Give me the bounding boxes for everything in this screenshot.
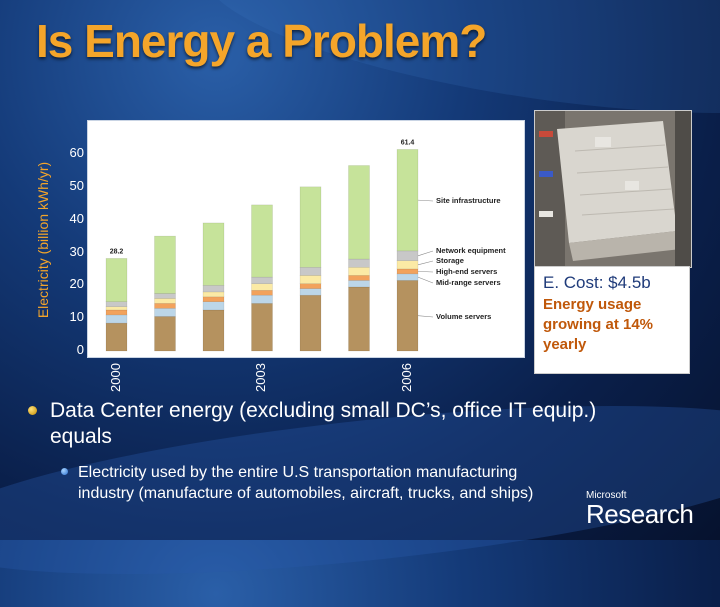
legend-leader-line xyxy=(417,199,434,202)
bar-2004-volume-servers xyxy=(299,294,322,352)
bar-2000-high-end-servers xyxy=(105,309,128,316)
bar-2005-site-infrastructure xyxy=(348,165,370,260)
legend-leader-line xyxy=(417,250,434,257)
bar-2004-site-infrastructure xyxy=(299,186,322,268)
legend-label-network-equipment: Network equipment xyxy=(436,246,506,255)
bar-2002-mid-range-servers xyxy=(202,301,225,311)
legend-label-storage: Storage xyxy=(436,256,464,265)
bar-2006-site-infrastructure xyxy=(396,149,419,252)
bar-2006-storage xyxy=(396,260,419,270)
total-label-2006: 61.4 xyxy=(401,139,415,146)
y-tick-label: 50 xyxy=(69,177,84,193)
bar-2005-high-end-servers xyxy=(348,275,370,281)
logo-research-text: Research xyxy=(586,499,694,529)
bar-2005-volume-servers xyxy=(348,286,370,352)
x-tick-label: 2003 xyxy=(253,363,268,392)
y-tick-label: 40 xyxy=(69,210,84,226)
bar-2006-network-equipment xyxy=(396,250,419,261)
slide-title: Is Energy a Problem? xyxy=(36,15,487,67)
bar-2001-network-equipment xyxy=(154,293,176,299)
bar-2000-network-equipment xyxy=(105,301,128,307)
bar-2002-high-end-servers xyxy=(202,296,225,302)
total-label-2000: 28.2 xyxy=(110,248,124,255)
data-center-photo xyxy=(534,110,692,268)
bar-2001-site-infrastructure xyxy=(154,235,176,294)
y-tick-label: 20 xyxy=(69,276,84,292)
y-tick-label: 0 xyxy=(76,342,84,357)
y-tick-label: 30 xyxy=(69,243,84,259)
x-tick-label: 2006 xyxy=(398,363,414,392)
bar-2004-storage xyxy=(299,275,322,284)
bullet-level-1: Data Center energy (excluding small DC’s… xyxy=(28,398,610,450)
legend-label-high-end-servers: High-end servers xyxy=(436,267,497,276)
cost-box: E. Cost: $4.5b Energy usage growing at 1… xyxy=(534,266,690,374)
bar-2003-volume-servers xyxy=(251,303,273,352)
bar-2006-volume-servers xyxy=(396,280,419,352)
y-tick-label: 60 xyxy=(69,145,84,160)
legend-leader-line xyxy=(417,271,434,273)
bar-2000-storage xyxy=(105,306,128,311)
legend-label-site-infrastructure: Site infrastructure xyxy=(436,196,501,205)
stacked-bar-chart: 28.2 61.4 Volume servers Mid-range servers H… xyxy=(105,139,506,352)
legend-label-mid-range-servers: Mid-range servers xyxy=(436,278,501,287)
data-center-aerial-image xyxy=(535,111,691,267)
bar-2001-mid-range-servers xyxy=(154,308,176,317)
bar-2006-mid-range-servers xyxy=(396,273,419,281)
bar-2005-mid-range-servers xyxy=(348,280,370,288)
bar-2000-site-infrastructure xyxy=(105,258,128,303)
bar-2001-high-end-servers xyxy=(154,303,176,309)
bar-2004-network-equipment xyxy=(299,267,322,276)
bar-2000-volume-servers xyxy=(105,322,128,352)
bar-2002-site-infrastructure xyxy=(202,222,225,286)
bar-2002-storage xyxy=(202,291,225,298)
bar-2005-storage xyxy=(348,267,370,276)
bar-2006-high-end-servers xyxy=(396,268,419,275)
bar-2003-high-end-servers xyxy=(251,290,273,296)
bar-2002-volume-servers xyxy=(202,309,225,352)
bullet-level-2: Electricity used by the entire U.S trans… xyxy=(61,462,558,504)
bar-2005-network-equipment xyxy=(348,258,370,268)
bar-2002-network-equipment xyxy=(202,285,225,293)
y-axis-label: Electricity (billion kWh/yr) xyxy=(35,161,51,319)
cost-subtitle: Energy usage growing at 14% yearly xyxy=(543,296,654,353)
bar-2003-site-infrastructure xyxy=(251,204,273,278)
bar-2001-volume-servers xyxy=(154,316,176,352)
bar-2004-mid-range-servers xyxy=(299,288,322,296)
microsoft-research-logo: Microsoft Research xyxy=(586,490,694,530)
bar-2003-mid-range-servers xyxy=(251,294,273,304)
bar-2003-storage xyxy=(251,283,273,291)
y-tick-label: 10 xyxy=(69,309,84,325)
legend-label-volume-servers: Volume servers xyxy=(436,312,491,321)
legend-leader-line xyxy=(417,276,434,284)
chart-panel: 28.2 61.4 Volume servers Mid-range servers H… xyxy=(87,120,525,358)
logo-microsoft-text: Microsoft xyxy=(586,490,627,501)
legend-leader-line xyxy=(417,260,434,266)
bar-2003-network-equipment xyxy=(251,276,273,284)
bar-2004-high-end-servers xyxy=(299,283,322,289)
legend-leader-line xyxy=(417,315,434,318)
bar-2001-storage xyxy=(154,298,176,304)
cost-title: E. Cost: $4.5b xyxy=(543,273,651,292)
bar-2000-mid-range-servers xyxy=(105,314,128,324)
x-tick-label: 2000 xyxy=(107,363,123,392)
